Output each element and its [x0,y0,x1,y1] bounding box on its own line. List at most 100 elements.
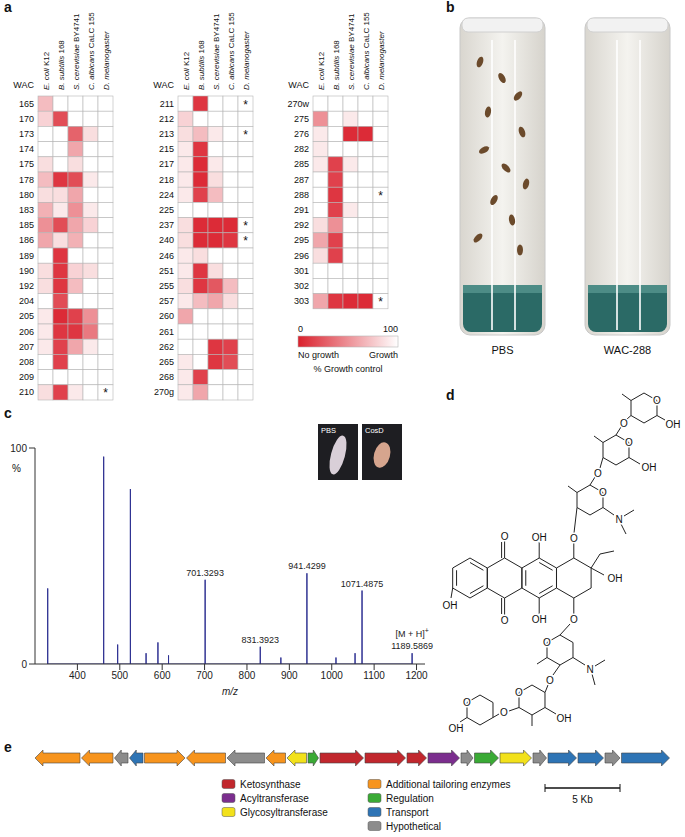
svg-text:d: d [446,387,455,403]
svg-text:261: 261 [159,327,174,337]
svg-text:186: 186 [19,235,34,245]
svg-text:240: 240 [159,235,174,245]
svg-text:No growth: No growth [298,350,339,360]
svg-text:295: 295 [294,235,309,245]
svg-text:941.4299: 941.4299 [288,561,326,571]
svg-text:174: 174 [19,144,34,154]
svg-text:O: O [620,418,628,429]
svg-text:0: 0 [298,324,303,334]
svg-text:WAC: WAC [288,80,309,90]
svg-text:282: 282 [294,144,309,154]
svg-text:b: b [446,0,455,15]
svg-text:O: O [653,395,661,406]
svg-text:C. albicans CaLC 155: C. albicans CaLC 155 [227,12,236,90]
svg-text:WAC-288: WAC-288 [604,344,651,356]
svg-text:C. albicans CaLC 155: C. albicans CaLC 155 [362,12,371,90]
svg-text:100: 100 [383,324,398,334]
svg-text:Growth: Growth [369,350,398,360]
svg-text:C. albicans CaLC 155: C. albicans CaLC 155 [87,12,96,90]
svg-text:268: 268 [159,372,174,382]
svg-text:OH: OH [532,614,547,625]
svg-text:287: 287 [294,175,309,185]
svg-text:S. cerevisiae BY4741: S. cerevisiae BY4741 [347,13,356,90]
svg-text:E. coli K12: E. coli K12 [182,51,191,90]
svg-text:173: 173 [19,129,34,139]
svg-text:246: 246 [159,251,174,261]
svg-text:O: O [570,533,578,544]
svg-text:296: 296 [294,251,309,261]
svg-text:B. subtilis 168: B. subtilis 168 [332,40,341,90]
svg-text:O: O [599,487,607,498]
svg-text:100: 100 [10,443,27,454]
svg-text:%: % [12,463,21,474]
svg-text:302: 302 [294,281,309,291]
svg-text:212: 212 [159,114,174,124]
svg-text:B. subtilis 168: B. subtilis 168 [197,40,206,90]
svg-text:PBS: PBS [491,344,513,356]
svg-text:303: 303 [294,296,309,306]
svg-text:205: 205 [19,311,34,321]
svg-text:211: 211 [160,99,174,109]
svg-text:257: 257 [159,296,174,306]
svg-text:O: O [625,437,633,448]
svg-text:215: 215 [159,144,174,154]
svg-text:D. melanogaster: D. melanogaster [377,31,386,90]
svg-text:190: 190 [19,266,34,276]
svg-text:178: 178 [19,175,34,185]
svg-text:*: * [103,386,108,400]
svg-text:OH: OH [443,600,458,611]
svg-text:600: 600 [154,670,171,681]
svg-text:WAC: WAC [13,80,34,90]
svg-text:237: 237 [159,220,174,230]
svg-text:OH: OH [557,713,572,724]
svg-text:O: O [543,637,551,648]
svg-text:225: 225 [159,205,174,215]
svg-text:Ketosynthase: Ketosynthase [240,779,301,790]
svg-text:900: 900 [281,670,298,681]
svg-text:291: 291 [294,205,309,215]
svg-text:O: O [546,675,554,686]
svg-text:400: 400 [69,670,86,681]
svg-text:210: 210 [19,387,34,397]
svg-text:255: 255 [159,281,174,291]
svg-text:N: N [586,664,593,675]
svg-text:0: 0 [21,659,27,670]
svg-text:D. melanogaster: D. melanogaster [102,31,111,90]
svg-text:OH: OH [532,532,547,543]
svg-text:*: * [378,189,383,203]
svg-text:276: 276 [294,129,309,139]
svg-text:PBS: PBS [321,426,336,435]
svg-text:189: 189 [19,251,34,261]
svg-text:275: 275 [294,114,309,124]
svg-text:288: 288 [294,190,309,200]
svg-text:207: 207 [19,342,34,352]
svg-text:c: c [4,405,12,421]
svg-text:Glycosyltransferase: Glycosyltransferase [240,807,328,818]
svg-text:500: 500 [111,670,128,681]
svg-text:5 Kb: 5 Kb [572,794,593,805]
svg-text:*: * [243,234,248,248]
svg-text:E. coli K12: E. coli K12 [317,51,326,90]
svg-text:1200: 1200 [405,670,428,681]
svg-text:% Growth control: % Growth control [313,364,382,374]
svg-text:Hypothetical: Hypothetical [386,821,441,832]
svg-text:206: 206 [19,327,34,337]
svg-text:N: N [615,514,622,525]
svg-text:208: 208 [19,357,34,367]
svg-text:270g: 270g [154,387,174,397]
svg-text:O: O [501,531,509,542]
svg-text:Transport: Transport [386,807,429,818]
svg-text:217: 217 [159,159,174,169]
svg-text:224: 224 [159,190,174,200]
svg-text:Acyltransferase: Acyltransferase [240,793,309,804]
svg-text:OH: OH [642,462,657,473]
svg-text:213: 213 [159,129,174,139]
svg-text:262: 262 [159,342,174,352]
svg-text:270w: 270w [287,99,309,109]
svg-text:831.3923: 831.3923 [241,635,279,645]
svg-text:301: 301 [294,266,309,276]
svg-text:OH: OH [666,419,681,430]
svg-text:1071.4875: 1071.4875 [341,579,384,589]
svg-text:WAC: WAC [153,80,174,90]
svg-text:218: 218 [159,175,174,185]
